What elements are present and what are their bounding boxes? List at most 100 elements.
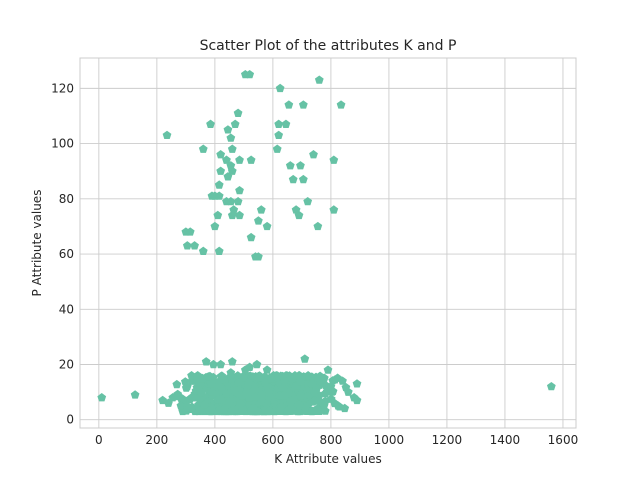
data-point	[264, 387, 274, 397]
data-point	[242, 387, 252, 397]
data-point	[320, 388, 330, 398]
data-point	[338, 376, 347, 385]
data-point	[296, 391, 306, 400]
data-point	[277, 383, 287, 392]
x-tick-label: 1200	[432, 433, 463, 447]
x-tick-label: 600	[261, 433, 284, 447]
data-point	[330, 375, 340, 384]
data-point	[352, 379, 362, 388]
data-point	[193, 373, 202, 383]
y-tick-label: 120	[51, 81, 74, 95]
data-point	[265, 406, 274, 415]
data-point	[245, 69, 255, 79]
x-tick-label: 0	[95, 433, 103, 447]
data-point	[248, 403, 258, 412]
data-point	[227, 210, 237, 220]
data-point	[274, 130, 284, 140]
data-point	[226, 196, 236, 206]
x-tick-label: 200	[145, 433, 168, 447]
data-point	[323, 365, 333, 374]
data-point	[190, 241, 199, 250]
x-tick-labels: 0 200 400 600 800 1000 1200 1400 1600	[95, 433, 578, 447]
data-point	[197, 388, 206, 397]
data-point	[326, 381, 336, 391]
data-point	[210, 221, 220, 231]
data-point	[252, 359, 262, 369]
data-point	[246, 155, 256, 164]
data-point	[262, 365, 272, 374]
data-point	[275, 405, 285, 415]
data-point	[300, 354, 310, 363]
data-point	[206, 119, 215, 128]
data-point	[164, 398, 173, 407]
data-point	[238, 373, 248, 382]
y-tick-label: 20	[59, 357, 74, 371]
data-point	[256, 205, 266, 214]
data-point	[320, 396, 330, 405]
data-point	[226, 133, 236, 142]
data-point	[274, 119, 284, 128]
data-point	[333, 401, 343, 410]
data-point	[219, 404, 229, 414]
data-points	[97, 69, 556, 416]
y-tick-label: 40	[59, 302, 74, 316]
data-point	[198, 246, 208, 256]
data-point	[336, 100, 346, 109]
data-point	[240, 365, 250, 374]
data-point	[233, 196, 243, 206]
x-axis-label: K Attribute values	[274, 452, 382, 466]
x-tick-label: 1000	[374, 433, 405, 447]
data-point	[226, 368, 236, 377]
data-point	[308, 397, 318, 406]
data-point	[206, 404, 216, 414]
data-point	[294, 370, 304, 380]
data-point	[213, 377, 222, 387]
data-point	[266, 374, 276, 383]
data-point	[308, 379, 317, 388]
y-tick-labels: 0 20 40 60 80 100 120	[51, 81, 74, 426]
data-point	[275, 83, 285, 93]
chart-title: Scatter Plot of the attributes K and P	[200, 38, 457, 54]
data-point	[130, 390, 140, 399]
data-point	[227, 144, 237, 153]
data-point	[223, 125, 233, 134]
data-point	[182, 241, 192, 250]
data-point	[185, 227, 195, 236]
data-point	[286, 398, 296, 407]
data-point	[546, 381, 556, 391]
data-point	[285, 371, 294, 380]
data-point	[172, 379, 182, 389]
data-point	[181, 406, 191, 415]
data-point	[272, 144, 282, 153]
data-point	[294, 400, 304, 409]
y-axis-label: P Attribute values	[30, 190, 44, 297]
data-point	[340, 403, 350, 413]
data-point	[303, 196, 313, 206]
data-point	[230, 119, 240, 128]
data-point	[206, 379, 216, 388]
data-point	[235, 185, 244, 195]
data-point	[217, 383, 227, 392]
data-point	[215, 394, 225, 404]
data-point	[285, 161, 295, 170]
data-point	[227, 357, 237, 366]
data-point	[97, 393, 107, 402]
data-point	[210, 191, 220, 200]
data-point	[216, 359, 226, 369]
data-point	[281, 119, 291, 128]
data-point	[207, 387, 216, 396]
x-tick-label: 1600	[548, 433, 579, 447]
data-point	[235, 155, 244, 164]
data-point	[312, 404, 322, 414]
y-tick-label: 80	[59, 192, 74, 206]
data-point	[214, 246, 224, 256]
data-point	[182, 381, 192, 391]
data-point	[222, 155, 231, 164]
data-point	[250, 384, 259, 394]
data-point	[255, 372, 265, 382]
data-point	[234, 378, 243, 387]
data-point	[298, 174, 308, 184]
data-point	[213, 210, 223, 220]
data-point	[238, 405, 248, 415]
